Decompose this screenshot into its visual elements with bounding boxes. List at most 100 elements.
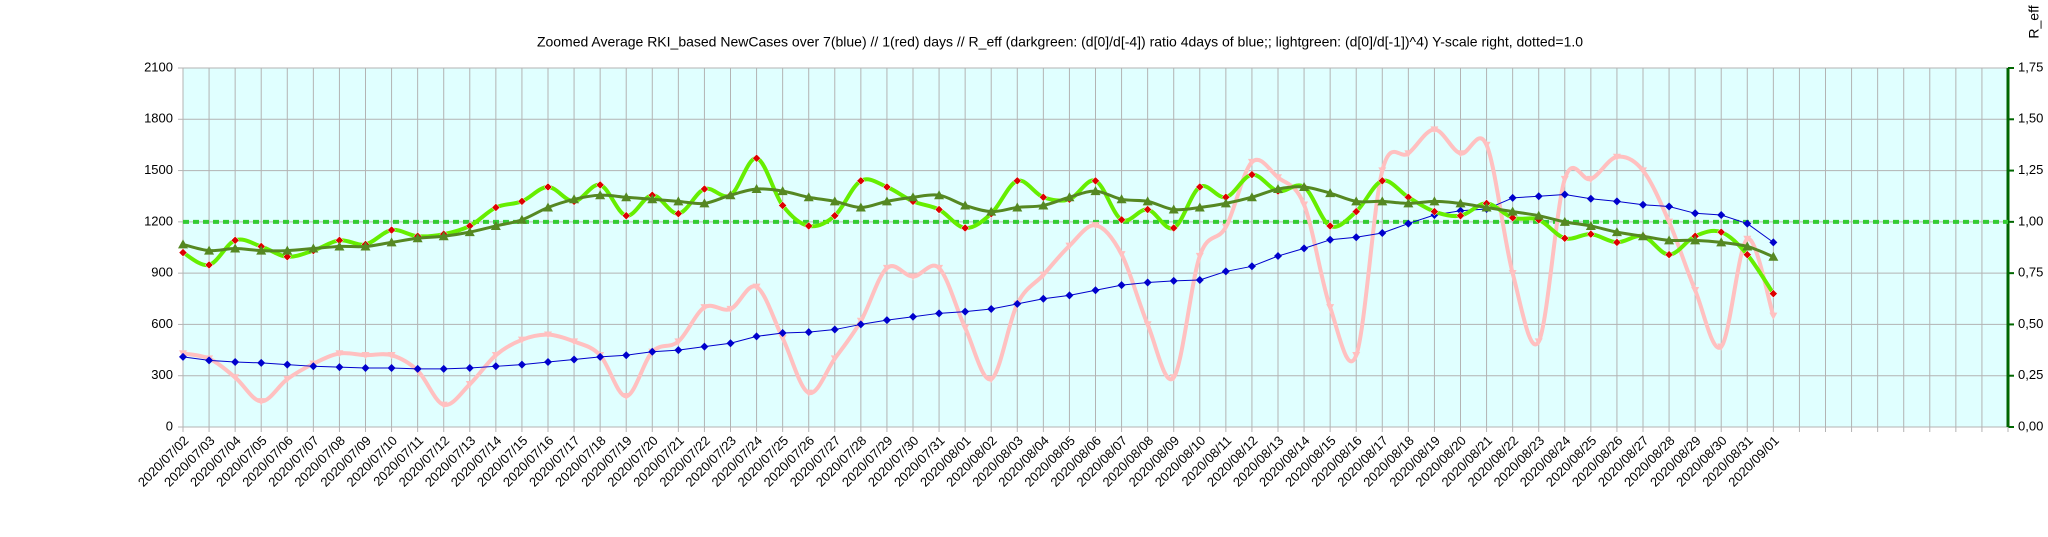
data-point xyxy=(1691,209,1700,218)
data-point xyxy=(204,260,214,270)
data-point xyxy=(1377,196,1388,206)
data-point xyxy=(1169,223,1179,233)
data-point xyxy=(1012,176,1022,186)
data-point xyxy=(1769,312,1778,320)
data-point xyxy=(1065,242,1074,250)
data-point xyxy=(439,401,448,409)
data-point xyxy=(1716,227,1726,237)
data-point xyxy=(1560,175,1569,184)
data-point xyxy=(934,190,945,200)
data-point xyxy=(387,225,396,235)
data-point xyxy=(1351,207,1361,216)
data-point xyxy=(1743,219,1752,228)
data-point xyxy=(621,211,631,221)
data-point xyxy=(1717,211,1726,220)
data-point xyxy=(908,192,918,202)
data-point xyxy=(464,227,475,237)
data-point xyxy=(1586,175,1595,184)
data-point xyxy=(205,356,214,365)
data-point xyxy=(1456,211,1465,221)
data-point xyxy=(387,352,396,360)
data-point xyxy=(725,190,736,200)
data-point xyxy=(882,182,892,192)
data-point xyxy=(1246,192,1257,202)
data-point xyxy=(335,363,344,372)
data-point xyxy=(1117,281,1126,290)
data-point xyxy=(621,192,632,202)
data-point xyxy=(257,398,266,406)
data-point xyxy=(1220,198,1231,208)
data-point xyxy=(778,334,787,343)
data-point xyxy=(1065,291,1074,300)
data-point xyxy=(909,273,917,281)
data-point xyxy=(1194,202,1205,212)
y2-tick-label: 0,25 xyxy=(2018,367,2043,382)
data-point xyxy=(569,194,580,204)
data-point xyxy=(257,358,266,367)
data-point xyxy=(178,239,188,249)
data-point xyxy=(1430,207,1439,216)
data-point xyxy=(282,245,293,255)
data-point xyxy=(1142,196,1153,206)
data-point xyxy=(1742,241,1753,251)
data-point xyxy=(1743,235,1752,243)
data-point xyxy=(1586,194,1595,203)
data-point xyxy=(596,352,605,361)
data-point xyxy=(1247,158,1256,167)
data-point xyxy=(804,389,813,397)
data-point xyxy=(674,346,683,355)
data-point xyxy=(856,176,866,186)
y-tick-label: 900 xyxy=(151,265,173,280)
data-point xyxy=(1012,202,1023,212)
data-point xyxy=(881,196,892,206)
data-point xyxy=(778,201,787,210)
data-point xyxy=(1195,182,1205,192)
data-point xyxy=(1195,275,1204,284)
data-point xyxy=(1664,235,1675,245)
data-point xyxy=(1039,294,1048,303)
data-point xyxy=(1221,223,1230,231)
data-point xyxy=(1064,192,1075,202)
data-point xyxy=(700,184,709,194)
data-point xyxy=(726,339,735,348)
data-point xyxy=(1117,251,1126,259)
data-point xyxy=(1325,188,1336,198)
data-point xyxy=(1352,233,1361,242)
data-point xyxy=(1325,221,1335,231)
data-point xyxy=(256,245,267,255)
data-point xyxy=(1769,289,1778,299)
data-point xyxy=(1691,287,1700,295)
data-point xyxy=(674,209,683,219)
data-point xyxy=(987,305,996,314)
data-point xyxy=(1195,252,1204,261)
series xyxy=(182,194,1774,370)
data-point xyxy=(1168,204,1179,214)
data-point xyxy=(178,248,188,257)
data-point xyxy=(1455,198,1466,208)
data-point xyxy=(517,360,526,369)
data-point xyxy=(752,332,761,341)
data-point xyxy=(986,206,997,216)
data-point xyxy=(778,328,787,337)
data-point xyxy=(1404,219,1413,228)
data-point xyxy=(491,352,500,360)
data-point xyxy=(1091,176,1100,186)
data-point xyxy=(1299,181,1310,191)
y2-axis-label: R_eff xyxy=(2026,5,2042,38)
data-point xyxy=(935,264,944,273)
data-point xyxy=(1533,210,1544,220)
data-point xyxy=(595,180,605,190)
data-point xyxy=(1404,150,1413,158)
data-point xyxy=(1377,176,1387,186)
data-point xyxy=(1559,216,1570,226)
data-point xyxy=(647,194,658,204)
data-point xyxy=(1481,202,1492,212)
data-point xyxy=(1403,198,1414,208)
data-point xyxy=(674,338,683,346)
data-point xyxy=(622,351,631,360)
data-point xyxy=(1690,235,1701,245)
data-point xyxy=(1612,153,1621,161)
data-point xyxy=(1560,233,1570,243)
